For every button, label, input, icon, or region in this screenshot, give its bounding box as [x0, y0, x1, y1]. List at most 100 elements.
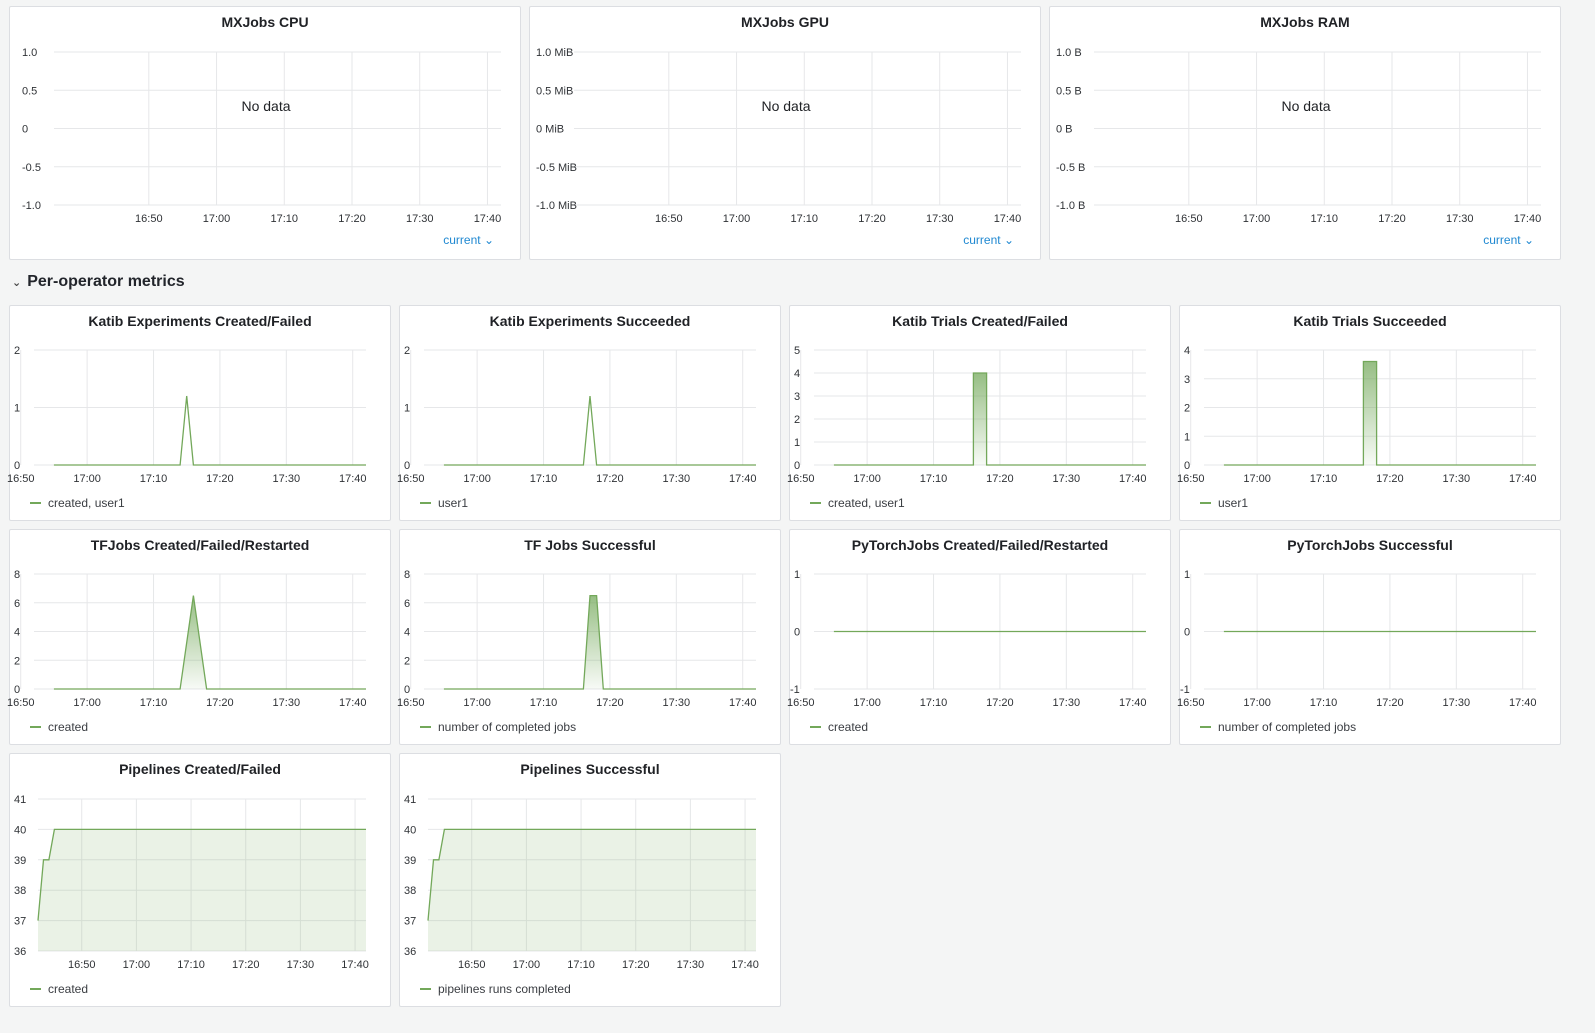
x-tick-label: 16:50: [7, 473, 35, 485]
y-tick-label: 0 B: [1056, 124, 1073, 136]
x-tick-label: 17:30: [1053, 473, 1081, 485]
panel-mxjobs-cpu[interactable]: MXJobs CPU 1.0 0.5 0 -0.5 -1.0 16:50 17:00 17:1…: [9, 6, 521, 260]
x-tick-label: 17:20: [1376, 473, 1404, 485]
x-tick-label: 16:50: [397, 697, 425, 709]
graph: 2 1 016:50 17:00 17:10 17:20 17:30 17:40: [397, 345, 757, 485]
x-tick-label: 17:20: [1376, 697, 1404, 709]
y-tick-label: 2: [794, 414, 800, 426]
current-dropdown[interactable]: current ⌄: [443, 233, 494, 247]
y-tick-label: 6: [404, 598, 410, 610]
legend-item[interactable]: user1: [1200, 496, 1248, 510]
panel-title: TFJobs Created/Failed/Restarted: [90, 537, 310, 553]
y-tick-label: 1: [794, 437, 800, 449]
legend-label: pipelines runs completed: [438, 982, 571, 996]
x-tick-label: 17:30: [406, 213, 434, 225]
y-tick-label: 4: [404, 627, 410, 639]
legend-label: created, user1: [828, 496, 905, 510]
legend-item[interactable]: number of completed jobs: [1200, 720, 1356, 734]
y-tick-label: 39: [404, 855, 416, 867]
y-tick-label: 0: [794, 627, 800, 639]
series-line: [53, 595, 366, 690]
panel-pipelines-created-failed[interactable]: Pipelines Created/Failed 41 40 39 38 37 36 16:…: [9, 753, 391, 1007]
chevron-down-icon: ⌄: [1523, 233, 1534, 247]
x-tick-label: 17:10: [530, 473, 558, 485]
x-tick-label: 17:20: [596, 473, 624, 485]
panel-katib-trials-created-failed[interactable]: Katib Trials Created/Failed 5 4 3 2 1 0 16:50 1…: [787, 305, 1171, 521]
legend-label: number of completed jobs: [1218, 720, 1357, 734]
x-tick-label: 17:30: [1053, 697, 1081, 709]
y-tick-label: -1.0: [22, 200, 41, 212]
y-tick-label: 41: [14, 794, 26, 806]
x-tick-label: 17:30: [273, 697, 301, 709]
y-tick-label: 41: [404, 794, 416, 806]
panel-pytorchjobs-created-failed-restarted[interactable]: PyTorchJobs Created/Failed/Restarted 1 0 -…: [787, 529, 1171, 745]
current-dropdown[interactable]: current ⌄: [963, 233, 1014, 247]
y-tick-label: 37: [404, 916, 416, 928]
legend-swatch: [1200, 502, 1211, 504]
panel-pipelines-successful[interactable]: Pipelines Successful 41 40 39 38 37 36 16:50 17…: [399, 753, 781, 1007]
x-tick-label: 17:00: [1243, 697, 1271, 709]
panel-tfjobs-created-failed-restarted[interactable]: TFJobs Created/Failed/Restarted 8 6 4 2 0 16:…: [7, 529, 391, 745]
y-tick-label: 0 MiB: [536, 124, 564, 136]
y-tick-label: 0: [1184, 460, 1190, 472]
panel-katib-experiments-created-failed[interactable]: Katib Experiments Created/Failed 2 1 0 16:5…: [7, 305, 391, 521]
y-tick-label: -0.5 MiB: [536, 162, 577, 174]
y-tick-label: 1: [794, 569, 800, 581]
panel-katib-trials-succeeded[interactable]: Katib Trials Succeeded 4 3 2 1 0 16:50 17:00 17…: [1177, 305, 1561, 521]
graph: 41 40 39 38 37 36 16:50 17:00 17:10 17:20 17:30 17:…: [14, 794, 369, 971]
panel-tf-jobs-successful[interactable]: TF Jobs Successful 8 6 4 2 0 16:50 17:00 17:10 1…: [397, 529, 781, 745]
series-line: [53, 395, 366, 466]
legend-item[interactable]: created, user1: [30, 496, 125, 510]
legend-item[interactable]: created: [30, 720, 88, 734]
panel-mxjobs-ram[interactable]: MXJobs RAM 1.0 B 0.5 B 0 B -0.5 B -1.0 B 16:5…: [1049, 6, 1561, 260]
panel-pytorchjobs-successful[interactable]: PyTorchJobs Successful 1 0 -1 16:50 17:00 17:…: [1177, 529, 1561, 745]
x-tick-label: 17:00: [463, 697, 491, 709]
y-tick-label: 40: [14, 824, 26, 836]
x-tick-label: 17:10: [920, 473, 948, 485]
y-tick-label: 1: [14, 403, 20, 415]
graph: 1 0 -116:50 17:00 17:10 17:20 17:30 17:40: [1177, 569, 1537, 709]
y-tick-label: 39: [14, 855, 26, 867]
y-tick-label: 1.0 B: [1056, 47, 1082, 59]
legend-swatch: [810, 726, 821, 728]
y-tick-label: 4: [14, 627, 20, 639]
x-tick-label: 17:30: [1443, 697, 1471, 709]
legend-item[interactable]: pipelines runs completed: [420, 982, 571, 996]
legend-item[interactable]: user1: [420, 496, 468, 510]
y-tick-label: 0: [794, 460, 800, 472]
panel-mxjobs-gpu[interactable]: MXJobs GPU 1.0 MiB 0.5 MiB 0 MiB -0.5 MiB -1…: [529, 6, 1041, 260]
x-tick-label: 16:50: [787, 697, 815, 709]
x-tick-label: 17:20: [622, 959, 650, 971]
legend-item[interactable]: number of completed jobs: [420, 720, 576, 734]
y-tick-label: 0.5 B: [1056, 85, 1082, 97]
x-tick-label: 17:10: [567, 959, 595, 971]
legend-item[interactable]: created, user1: [810, 496, 905, 510]
panel-katib-experiments-succeeded[interactable]: Katib Experiments Succeeded 2 1 0 16:50 17:0…: [397, 305, 781, 521]
row-header-per-operator-metrics[interactable]: ⌄ Per-operator metrics: [12, 273, 185, 291]
x-tick-label: 17:00: [1243, 473, 1271, 485]
graph: 2 1 016:50 17:00 17:10 17:20 17:30 17:40: [7, 345, 367, 485]
x-tick-label: 17:00: [73, 697, 101, 709]
x-tick-label: 17:10: [1310, 473, 1338, 485]
x-tick-label: 17:40: [729, 697, 757, 709]
chevron-down-icon: ⌄: [12, 276, 22, 289]
x-tick-label: 17:10: [791, 213, 819, 225]
legend-swatch: [420, 502, 431, 504]
x-tick-label: 16:50: [458, 959, 486, 971]
legend-swatch: [420, 988, 431, 990]
x-tick-label: 17:20: [338, 213, 366, 225]
x-tick-label: 17:00: [853, 697, 881, 709]
y-tick-label: 0: [14, 684, 20, 696]
legend-label: user1: [438, 496, 469, 510]
y-tick-label: 36: [14, 946, 26, 958]
x-tick-label: 17:20: [232, 959, 260, 971]
panel-title: Katib Experiments Created/Failed: [88, 313, 312, 329]
legend-item[interactable]: created: [30, 982, 88, 996]
no-data-message: No data: [761, 98, 810, 114]
x-tick-label: 17:10: [1310, 697, 1338, 709]
x-tick-label: 17:40: [339, 697, 367, 709]
current-dropdown[interactable]: current ⌄: [1483, 233, 1534, 247]
x-tick-label: 16:50: [135, 213, 163, 225]
legend-item[interactable]: created: [810, 720, 868, 734]
x-tick-label: 17:10: [920, 697, 948, 709]
